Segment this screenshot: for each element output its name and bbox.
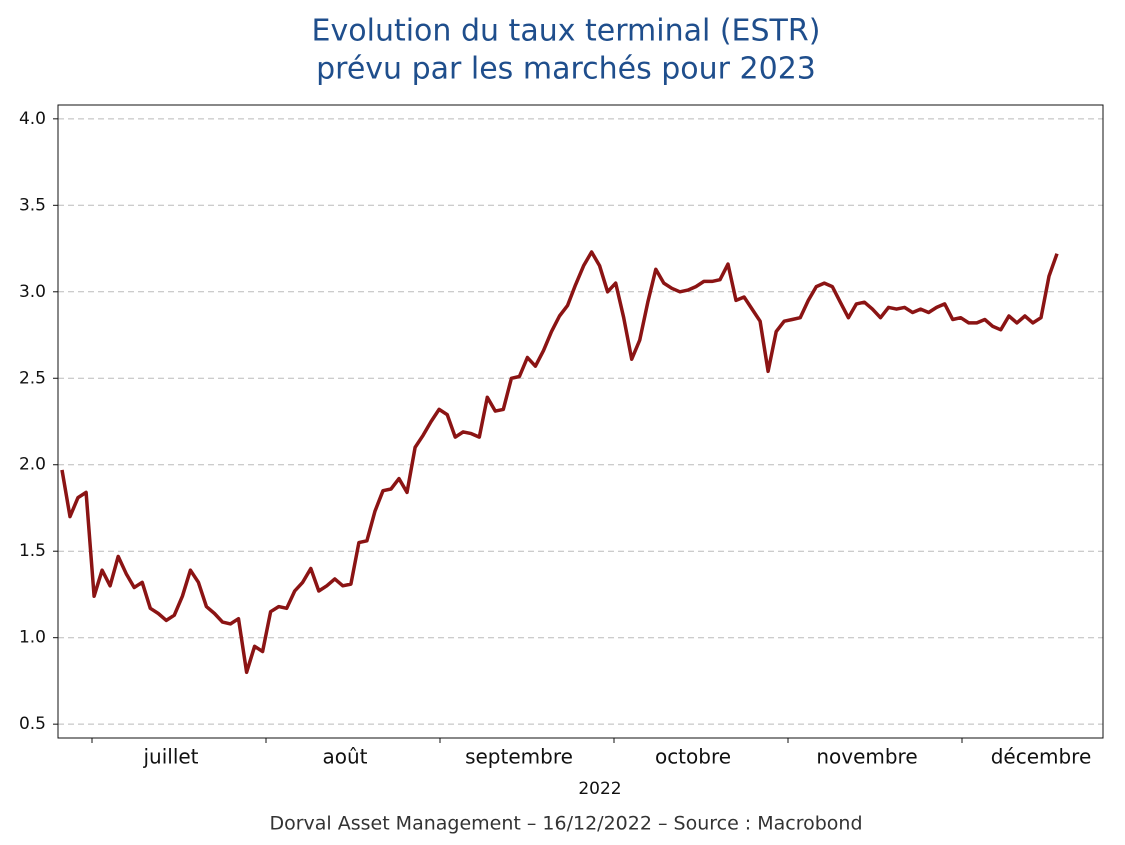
y-tick-label: 0.5 [19,714,46,734]
x-axis-label: 2022 [578,779,621,799]
source-note: Dorval Asset Management – 16/12/2022 – S… [269,813,862,835]
x-tick-label: juillet [142,745,198,769]
y-tick-label: 2.0 [19,455,46,475]
y-tick-label: 4.0 [19,109,46,129]
x-tick-label: août [322,745,367,769]
chart-title: prévu par les marchés pour 2023 [316,52,816,87]
data-line [60,250,1059,675]
chart-title: Evolution du taux terminal (ESTR) [312,14,821,49]
x-tick-label: novembre [816,745,917,769]
x-tick-label: septembre [465,745,573,769]
y-tick-label: 2.5 [19,368,46,388]
plot-frame [57,104,1104,739]
y-tick-label: 3.0 [19,282,46,302]
y-tick-label: 1.0 [19,628,46,648]
y-tick-label: 3.5 [19,195,46,215]
y-tick-label: 1.5 [19,541,46,561]
x-tick-label: décembre [991,745,1092,769]
x-tick-label: octobre [655,745,731,769]
